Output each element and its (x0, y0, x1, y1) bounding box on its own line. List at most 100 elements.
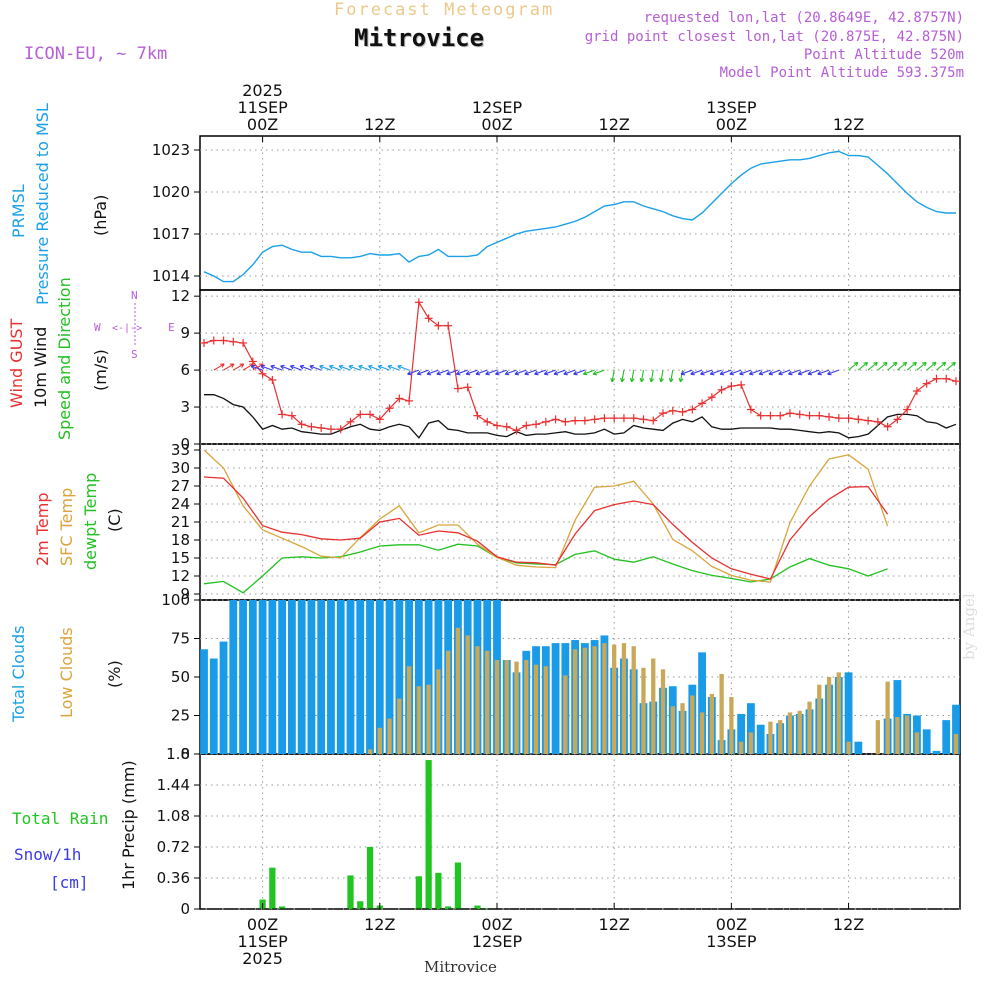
wind-arrow-head (931, 361, 937, 364)
ghost-title: Forecast Meteogram (334, 0, 555, 20)
gust-marker (737, 380, 746, 389)
total-cloud-bar (932, 750, 941, 754)
wind-arrow-head (912, 361, 917, 364)
wind-arrow-head (485, 370, 489, 375)
low-cloud-bar (895, 717, 900, 754)
gust-marker (942, 374, 951, 383)
wind-arrow-head (280, 364, 285, 367)
rain-bar (415, 876, 422, 909)
wind-direction-arrow (233, 363, 245, 371)
wind-direction-arrow (592, 369, 605, 376)
prmsl-label: PRMSL (9, 184, 28, 238)
wind-arrow-shaft (563, 369, 576, 375)
compass-w: W (94, 321, 101, 334)
temperature-tick-label: 21 (171, 513, 190, 531)
wind-arrow-head (563, 373, 568, 376)
wind-gust-label: Wind GUST (7, 318, 26, 408)
total-cloud-bar (424, 600, 433, 754)
wind-arrow-head (261, 364, 266, 367)
low-cloud-bar (446, 650, 451, 754)
gust-marker (366, 410, 375, 419)
wind-arrow-shaft (710, 369, 722, 375)
wind-arrow-head (387, 365, 392, 370)
gust-marker (512, 426, 521, 435)
gust-marker (912, 387, 921, 396)
wind-direction-arrow (797, 369, 810, 376)
low-cloud-bar (699, 712, 705, 754)
wind-arrow-head (855, 362, 859, 367)
gust-marker (688, 405, 697, 414)
wind-arrow-head (436, 370, 440, 375)
wind-arrow-shaft (436, 369, 449, 375)
wind-arrow-shaft (758, 369, 771, 375)
wind-arrow-head (922, 361, 927, 364)
wind-arrow-head (700, 370, 704, 375)
wind-arrow-shaft (848, 361, 859, 371)
wind-arrow-shaft (290, 365, 302, 371)
wind-arrow-head (620, 377, 623, 383)
wind-arrow-head (778, 370, 782, 375)
wind-direction-arrow (827, 369, 839, 376)
wind-arrow-head (231, 363, 235, 368)
gust-marker (258, 369, 267, 378)
wind-direction-arrow (739, 369, 752, 376)
clouds-tick-label: 25 (171, 707, 190, 725)
time-label-bottom: 12Z (599, 915, 630, 934)
wind-direction-arrow (223, 363, 235, 371)
total-cloud-bar (297, 600, 306, 754)
low-cloud-bar (563, 675, 568, 754)
low-cloud-bar (670, 706, 675, 754)
wind-arrow-head (883, 361, 888, 364)
wind-arrow-head (358, 364, 363, 367)
wind-arrow-shaft (339, 365, 351, 371)
precip-panel-frame (199, 753, 961, 910)
time-label-top: 00Z (716, 115, 747, 134)
time-label-bottom: 13SEP (706, 932, 757, 951)
wind-direction-arrow (610, 369, 616, 383)
total-cloud-bar (756, 724, 765, 754)
model-label: ICON-EU, ~ 7km (24, 44, 168, 64)
wind-arrow-head (894, 362, 898, 367)
total-cloud-bar (747, 703, 755, 754)
wind-arrow-head (485, 373, 490, 376)
wind-arrow-shaft (242, 363, 254, 371)
wind-arrow-head (953, 362, 956, 367)
compass-arrows: <-|-> (112, 323, 142, 334)
low-cloud-bar (660, 669, 666, 754)
gust-marker (678, 407, 687, 416)
precip-tick-label: 1.08 (157, 807, 190, 825)
wind-arrow-shaft (456, 369, 468, 375)
wind-direction-arrow (387, 364, 400, 371)
wind-arrow-shaft (505, 369, 517, 375)
gust-marker (424, 314, 433, 323)
wind-arrow-head (309, 364, 314, 367)
gust-marker (297, 420, 306, 429)
location-title: Mitrovice (354, 24, 485, 52)
wind-arrow-head (592, 370, 597, 375)
low-cloud-bar (485, 650, 490, 754)
wind-arrow-shaft (446, 369, 459, 375)
dewpt-temp-label: dewpt Temp (81, 473, 100, 570)
c-unit-label: (C) (105, 508, 124, 532)
wind-direction-arrow (455, 369, 468, 376)
temperature-tick-label: 9 (180, 585, 190, 603)
wind-direction-arrow (639, 369, 645, 383)
wind-direction-arrow (250, 364, 263, 371)
precip-axis-label: 1hr Precip (mm) (119, 760, 138, 890)
time-label-top: 12Z (364, 115, 395, 134)
wind-arrow-head (319, 365, 323, 370)
compass-s: S (131, 348, 138, 361)
gust-marker (590, 415, 599, 424)
gust-marker (492, 421, 501, 430)
wind-arrow-shaft (426, 369, 439, 375)
wind-direction-arrow (936, 361, 947, 371)
wind-arrow-head (582, 370, 587, 375)
wind-arrow-head (739, 373, 744, 376)
wind-arrow-head (729, 373, 734, 376)
gust-line (203, 300, 957, 432)
wind-direction-arrow (620, 369, 625, 383)
wind-arrow-head (788, 373, 793, 376)
low-cloud-bar (797, 710, 802, 754)
wind-arrow-head (377, 365, 382, 370)
wind-arrow-head (426, 370, 431, 375)
